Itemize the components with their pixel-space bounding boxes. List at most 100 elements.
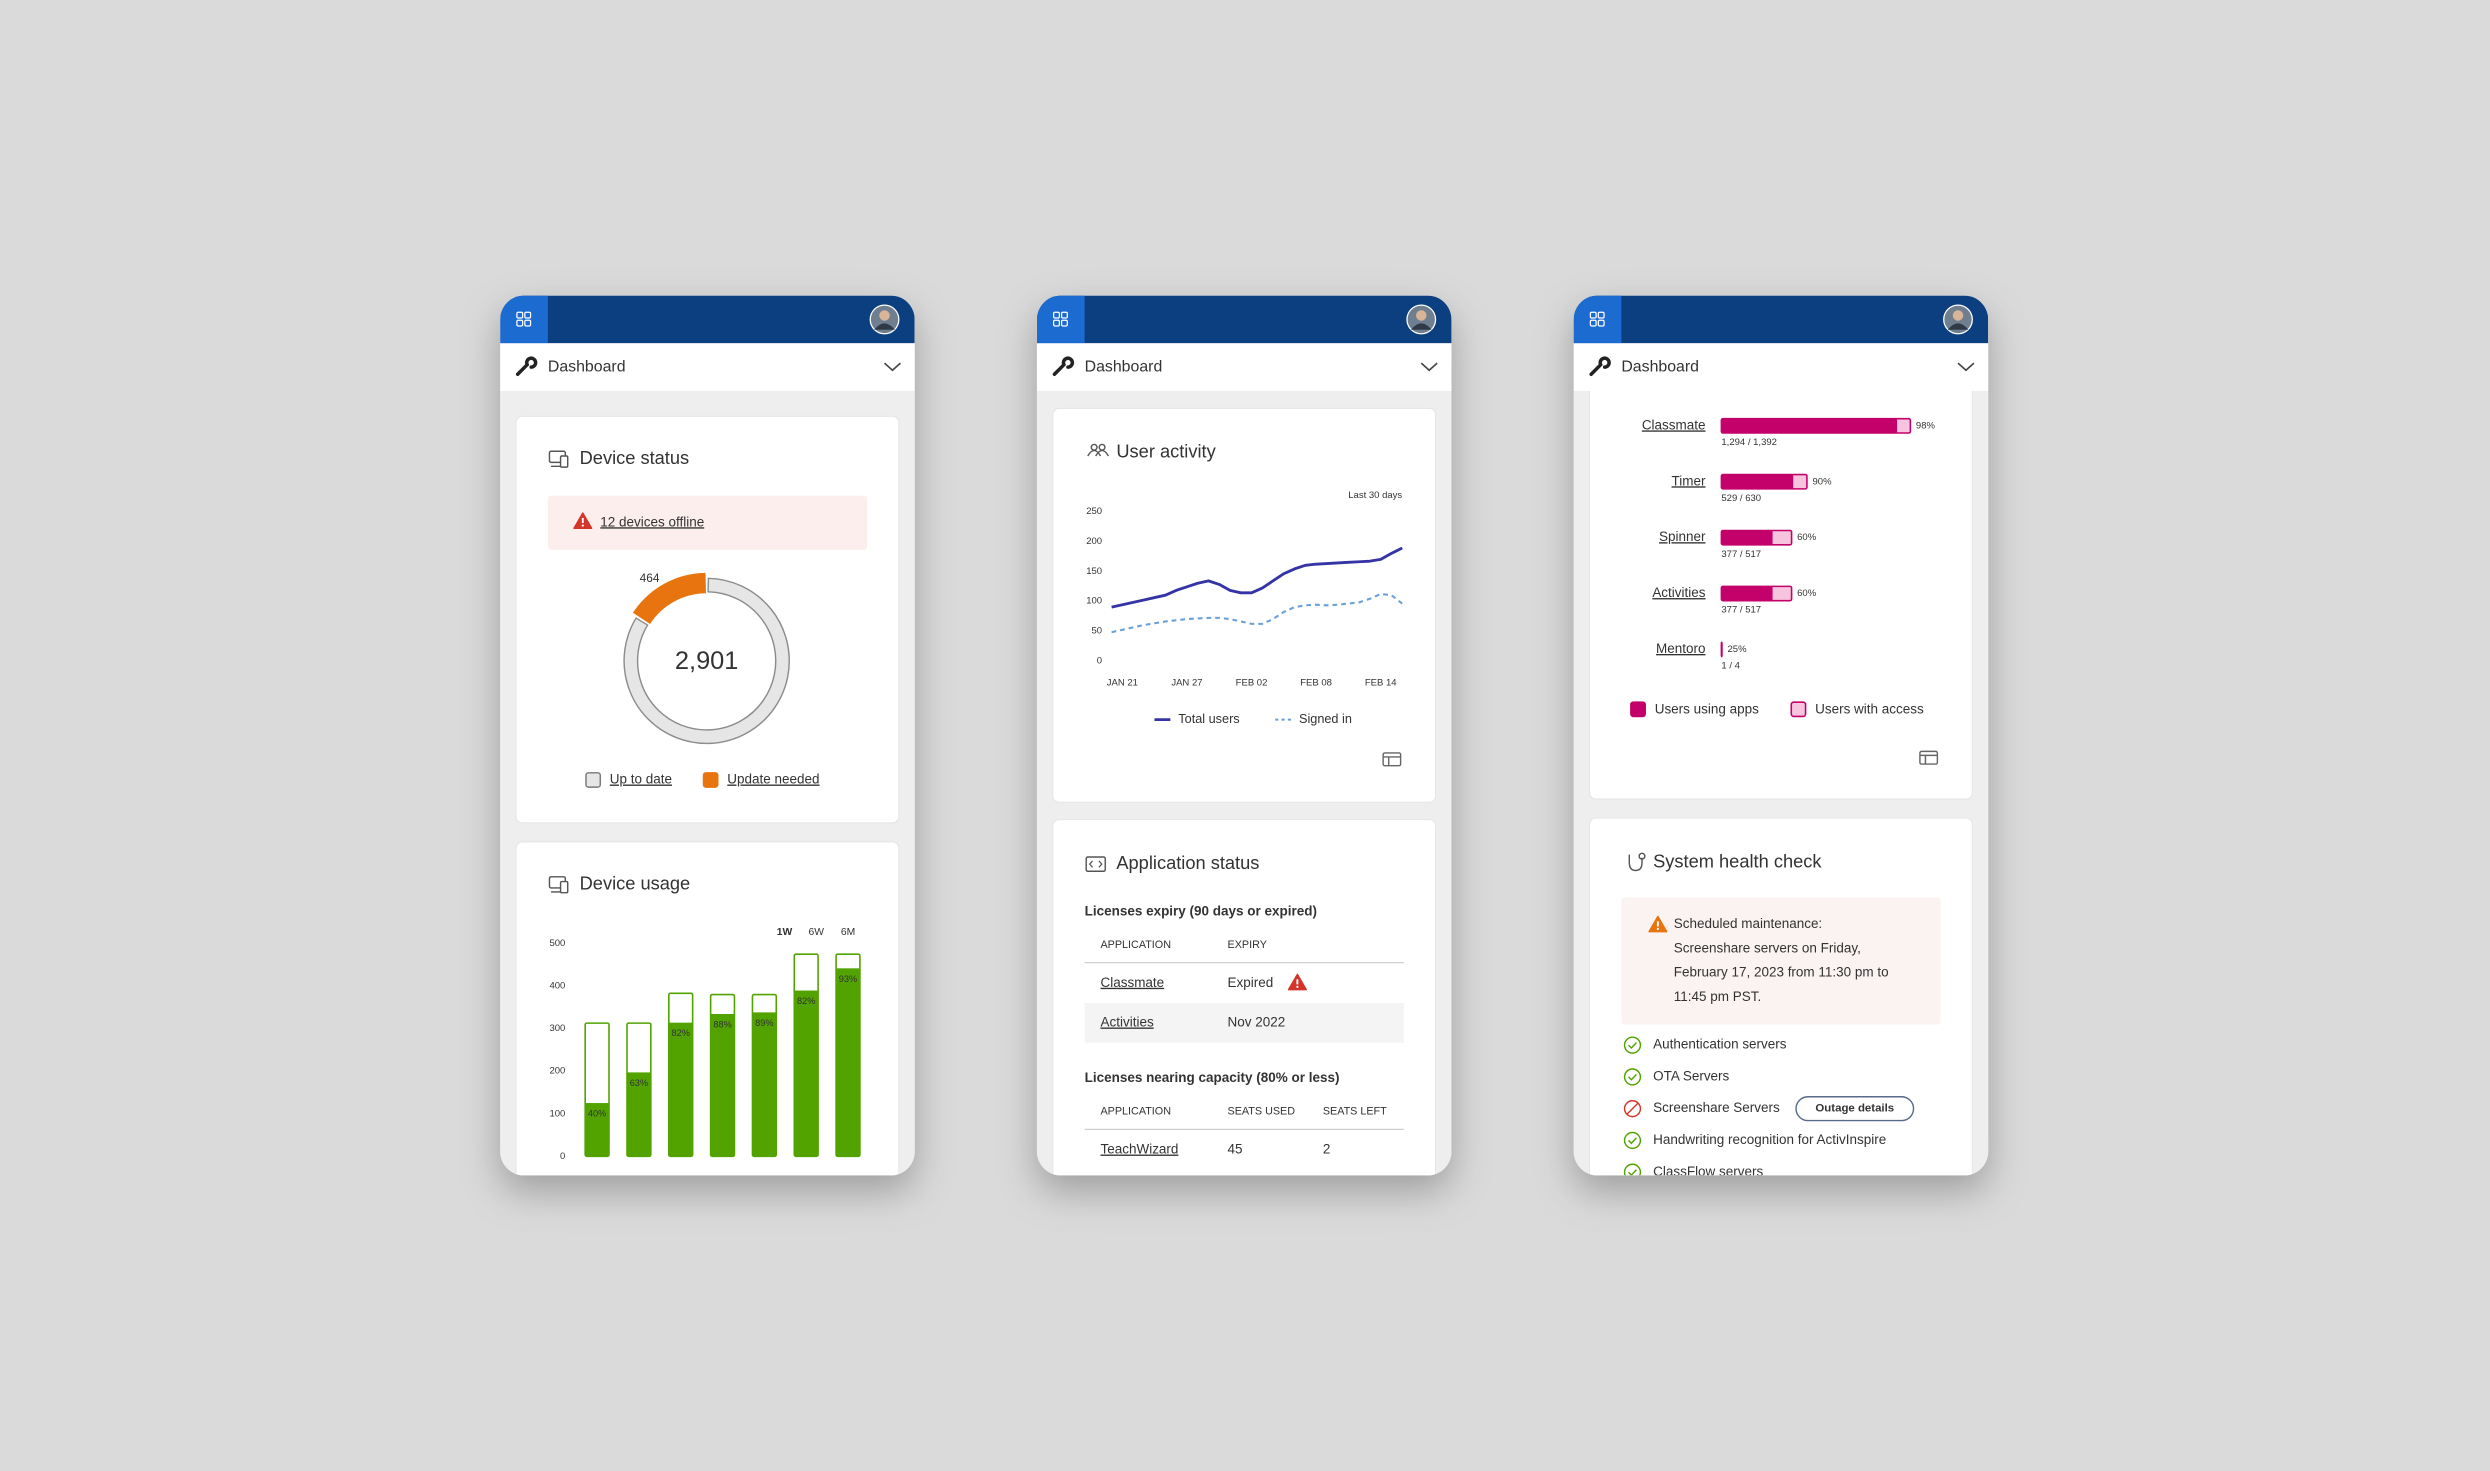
phone: Dashboard Device status 12 devices offline… [500,295,915,1176]
bar-using [1721,474,1794,489]
column-header: APPLICATION [1100,1106,1171,1118]
segment-label: 464 [640,571,660,585]
y-tick-label: 300 [549,1023,565,1034]
nav-bar[interactable] [1036,343,1452,391]
check-label: ClassFlow servers [1653,1164,1763,1179]
donut-segment [632,572,706,625]
bar-share-label: 25% [1728,644,1748,655]
status-ok-icon [1623,1131,1642,1150]
nav-chevron [1957,362,1975,372]
launcher-dot [1060,311,1068,319]
legend-label: Users using apps [1655,702,1759,717]
y-tick-label: 150 [1086,566,1102,577]
x-tick-label: FEB 08 [1300,678,1332,689]
outage-button[interactable] [1795,1096,1915,1122]
bar-count-label: 1 / 4 [1721,661,1740,672]
launcher-dot [1053,311,1060,319]
launcher-dot [1589,311,1597,319]
app-launcher[interactable] [1036,295,1085,344]
card-title: Application status [1116,852,1259,873]
y-tick-label: 0 [1097,655,1102,666]
bar-share-label: 60% [1797,532,1817,543]
category-link[interactable]: Spinner [1659,529,1706,544]
bar-share-label: 60% [1797,588,1817,599]
screen-body: Device status 12 devices offline 464 2,901 U… [515,415,900,1176]
category-link[interactable]: Mentoro [1656,641,1705,656]
donut-total: 2,901 [675,647,739,675]
category-link[interactable]: Classmate [1642,417,1706,432]
legend-label: Signed in [1299,712,1352,726]
legend-swatch [702,772,719,788]
app-launcher[interactable] [1573,295,1622,344]
x-tick-label: FEB 02 [1236,678,1268,689]
launcher-dot [524,319,532,327]
alert-box [547,495,868,550]
y-tick-label: 200 [1086,536,1102,547]
bar-share [585,1103,610,1157]
bar-share-label: 90% [1812,476,1832,487]
row-stripe [1084,1003,1404,1043]
x-tick-label: JAN 27 [1171,678,1202,689]
bar-count-label: 1,294 / 1,392 [1721,437,1777,448]
status-ok-check [1627,1137,1637,1145]
nav-bar[interactable] [500,343,915,391]
bar-share [710,1014,735,1157]
avatar-body [1947,323,1969,330]
table-link[interactable]: Classmate [1100,975,1164,990]
phone: Dashboard Classmate 98% 1,294 / 1,392 Timer 9… [1573,295,1989,1179]
notice-box [1621,897,1941,1025]
wrench-icon [1589,356,1611,376]
y-tick-label: 400 [549,981,565,992]
avatar-head [1416,310,1427,321]
nav-chevron [883,362,901,372]
line-series [1111,546,1403,609]
app-launcher[interactable] [500,295,548,344]
check-label: Handwriting recognition for ActivInspire [1653,1132,1886,1147]
range-tab[interactable]: 1W [777,927,793,938]
alert-link[interactable]: 12 devices offline [600,514,704,529]
range-tab[interactable]: 6M [841,927,855,938]
table-cell: 2 [1323,1142,1331,1157]
bar-share [668,1022,693,1157]
table-view-icon[interactable] [1382,752,1402,767]
donut-segment [623,577,790,745]
screen-body: Classmate 98% 1,294 / 1,392 Timer 90% 529 / 6… [1589,390,1973,1179]
column-header: EXPIRY [1228,939,1267,951]
card [1589,390,1973,800]
range-tab[interactable]: 6W [809,927,825,938]
x-tick-label: FEB 14 [1365,678,1397,689]
category-link[interactable]: Timer [1672,473,1706,488]
status-ok-check [1627,1042,1637,1050]
launcher-dot [1060,319,1068,327]
legend-label: Users with access [1815,702,1924,717]
legend-link[interactable]: Update needed [727,772,819,787]
category-link[interactable]: Activities [1652,585,1705,600]
status-ok-check [1627,1169,1637,1176]
nav-title: Dashboard [548,358,626,375]
bar-share [752,1012,777,1157]
table-link[interactable]: TeachWizard [1100,1142,1178,1157]
legend-link[interactable]: Up to date [610,772,672,787]
column-header: APPLICATION [1100,939,1171,951]
card [1052,407,1437,803]
card-title: Device usage [580,873,691,894]
avatar-body [1410,323,1432,330]
bar-share-label: 63% [630,1078,648,1088]
outage-button-label[interactable]: Outage details [1815,1103,1894,1115]
check-label: OTA Servers [1653,1068,1729,1083]
check-label: Authentication servers [1653,1037,1787,1052]
table-link[interactable]: Activities [1100,1014,1153,1029]
avatar-head [879,310,890,321]
table-cell: 45 [1228,1142,1243,1157]
nav-title: Dashboard [1085,358,1163,375]
table-view-icon[interactable] [1919,750,1939,765]
y-tick-label: 250 [1086,506,1102,517]
bar-share-label: 82% [672,1028,690,1038]
status-outage-icon [1623,1100,1642,1118]
status-ok-icon [1623,1163,1642,1176]
nav-bar[interactable] [1573,343,1989,391]
notice-line: February 17, 2023 from 11:30 pm to [1674,965,1889,980]
status-ok-check [1627,1073,1637,1081]
